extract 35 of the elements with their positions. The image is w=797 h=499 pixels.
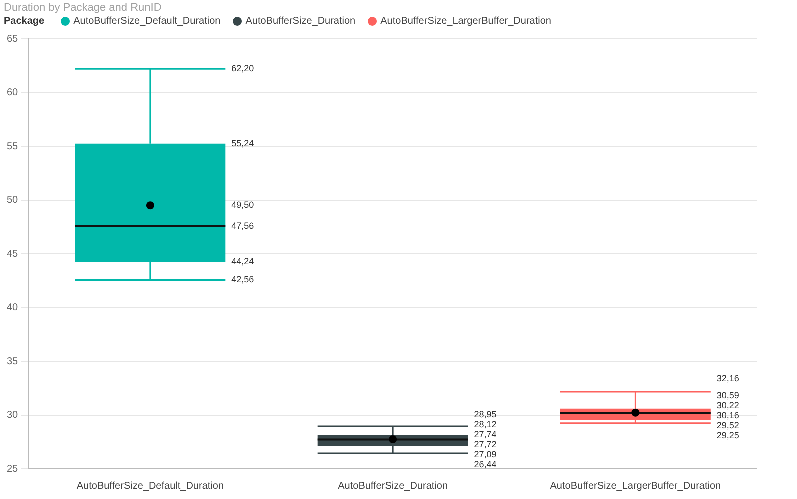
legend-title: Package bbox=[4, 16, 45, 27]
y-tick-label: 25 bbox=[7, 464, 19, 475]
x-tick-label: AutoBufferSize_Duration bbox=[338, 480, 448, 492]
y-tick-label: 30 bbox=[7, 410, 19, 421]
y-tick-label: 50 bbox=[7, 195, 19, 206]
chart-title: Duration by Package and RunID bbox=[4, 2, 162, 14]
text: 44,24 bbox=[232, 256, 254, 267]
text: 62,20 bbox=[232, 64, 254, 74]
text: 26,44 bbox=[474, 460, 497, 470]
y-tick-label: 55 bbox=[7, 141, 19, 152]
legend-label: AutoBufferSize_Default_Duration bbox=[74, 16, 221, 27]
legend-label: AutoBufferSize_LargerBuffer_Duration bbox=[380, 16, 552, 27]
y-tick-label: 60 bbox=[7, 88, 19, 98]
text: 55,24 bbox=[232, 138, 254, 148]
text: 28,95 bbox=[474, 410, 497, 420]
text: 28,12 bbox=[474, 420, 497, 430]
text: 32,16 bbox=[716, 374, 740, 384]
x-tick-label: AutoBufferSize_LargerBuffer_Duration bbox=[550, 480, 722, 492]
text: 49,50 bbox=[232, 200, 254, 210]
text: 42,56 bbox=[232, 274, 254, 285]
y-tick-label: 40 bbox=[7, 302, 19, 314]
text: 27,74 bbox=[474, 430, 497, 440]
x-tick-label: AutoBufferSize_Default_Duration bbox=[76, 480, 224, 492]
y-tick-label: 35 bbox=[7, 356, 19, 368]
y-tick-label: 45 bbox=[7, 248, 19, 260]
text: 27,09 bbox=[474, 450, 497, 460]
legend-label: AutoBufferSize_Duration bbox=[246, 16, 356, 27]
text: 29,25 bbox=[716, 430, 740, 441]
text: 47,56 bbox=[232, 220, 254, 231]
text: 29,52 bbox=[716, 420, 740, 431]
text: 27,72 bbox=[474, 440, 497, 450]
text: 30,22 bbox=[716, 400, 740, 411]
text: 30,59 bbox=[716, 390, 740, 401]
text: 30,16 bbox=[716, 410, 740, 421]
y-tick-label: 65 bbox=[7, 34, 19, 45]
